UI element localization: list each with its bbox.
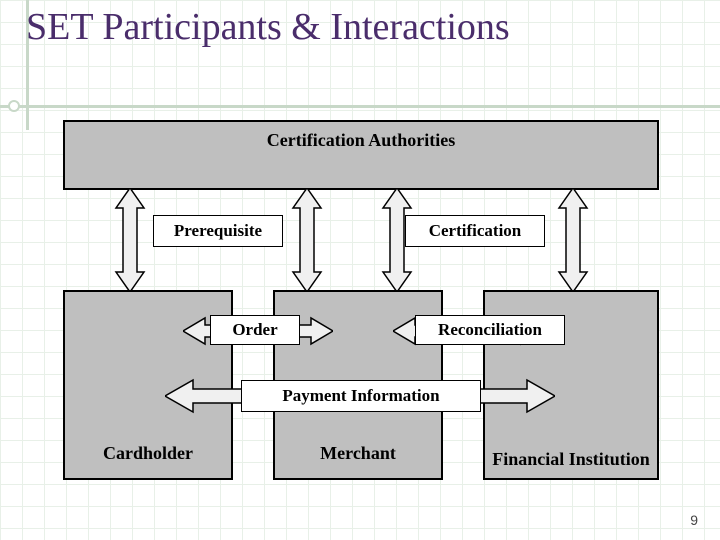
node-label: Cardholder (103, 443, 193, 464)
label-text: Prerequisite (174, 221, 262, 241)
set-diagram: Certification Authorities Cardholder Mer… (55, 120, 675, 490)
arrow-ca-merchant-left (287, 188, 327, 292)
label-text: Certification (429, 221, 522, 241)
label-order: Order (210, 315, 300, 345)
label-text: Reconciliation (438, 320, 542, 340)
label-prerequisite: Prerequisite (153, 215, 283, 247)
title-underline (0, 105, 720, 108)
page-number: 9 (690, 512, 698, 528)
node-label: Certification Authorities (267, 130, 455, 151)
arrow-ca-cardholder (110, 188, 150, 292)
node-label: Financial Institution (492, 449, 650, 470)
node-certification-authorities: Certification Authorities (63, 120, 659, 190)
label-reconciliation: Reconciliation (415, 315, 565, 345)
label-payment-information: Payment Information (241, 380, 481, 412)
node-label: Merchant (320, 443, 396, 464)
slide-title: SET Participants & Interactions (26, 6, 510, 50)
label-certification: Certification (405, 215, 545, 247)
title-rule-dot-icon (8, 100, 20, 112)
label-text: Payment Information (282, 386, 439, 406)
label-text: Order (232, 320, 277, 340)
arrow-ca-fininst (553, 188, 593, 292)
